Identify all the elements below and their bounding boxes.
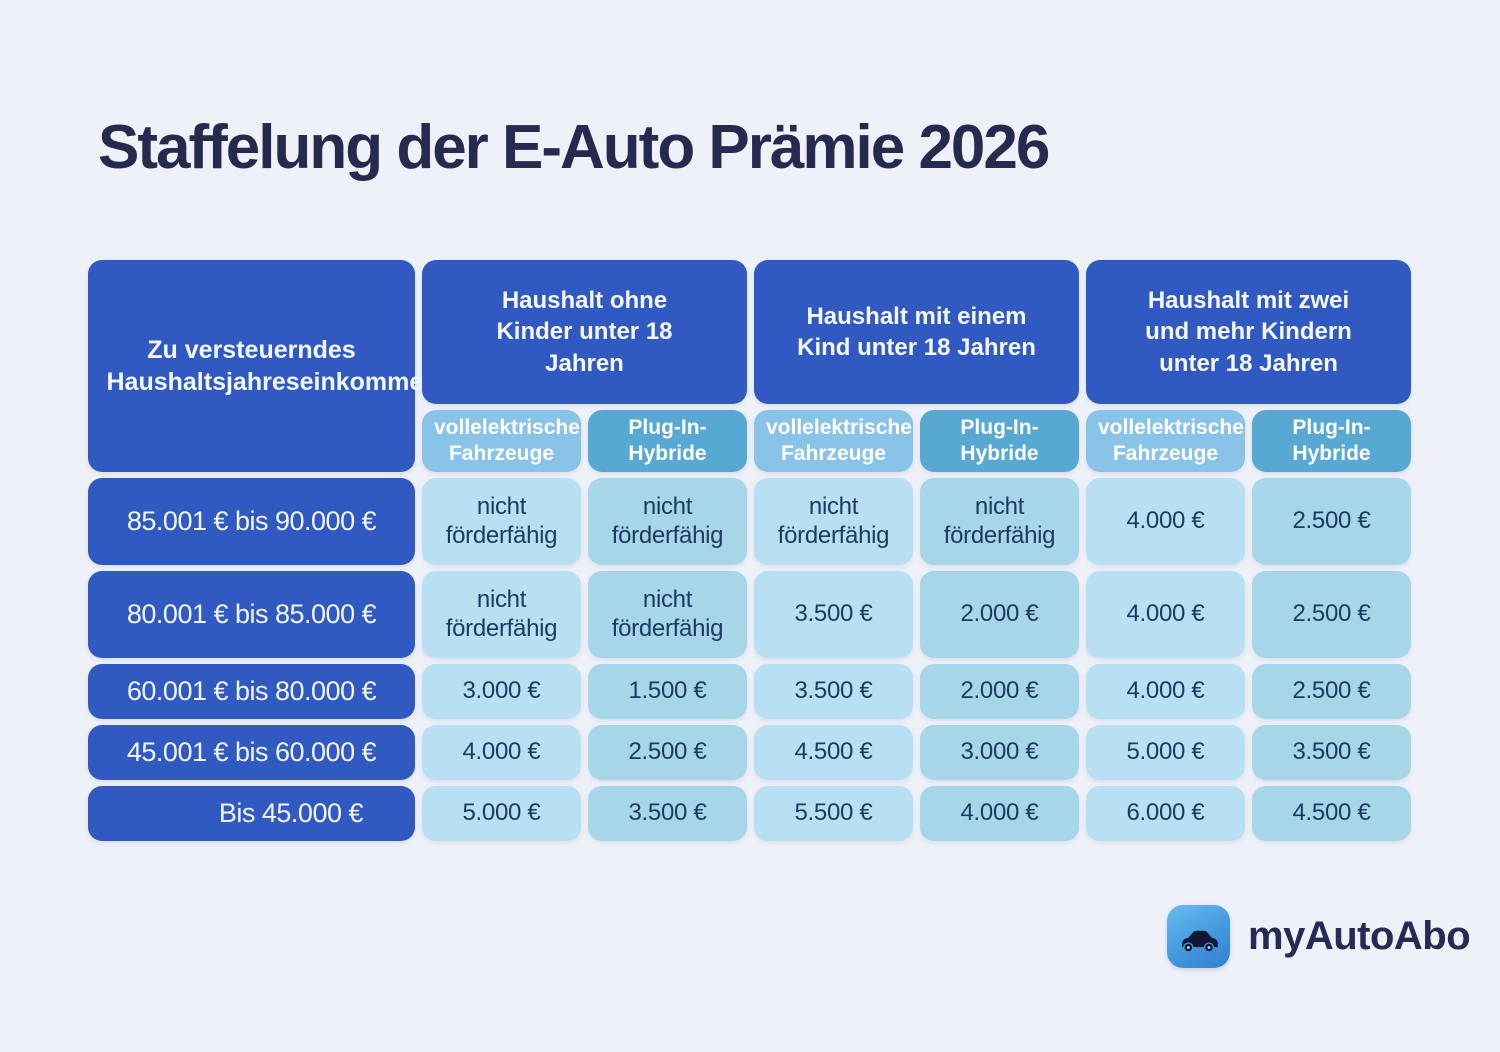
cell-value: nicht förderfähig xyxy=(611,585,724,642)
subheader-ev-group3: vollelektrische Fahrzeuge xyxy=(1086,410,1245,472)
table-cell: 2.500 € xyxy=(1252,478,1411,565)
cell-value: nicht förderfähig xyxy=(445,492,558,549)
subheader-phev-label: Plug-In-Hybride xyxy=(960,415,1039,465)
table-cell: 5.000 € xyxy=(1086,725,1245,780)
group-header-no-children: Haushalt ohne Kinder unter 18 Jahren xyxy=(422,260,747,404)
cell-value: 3.500 € xyxy=(794,600,873,628)
cell-value: 4.500 € xyxy=(794,738,873,766)
table-cell: 3.500 € xyxy=(588,786,747,841)
row-label-60001-80000: 60.001 € bis 80.000 € xyxy=(88,664,415,719)
table-cell: 2.000 € xyxy=(920,571,1079,658)
cell-value: 2.500 € xyxy=(628,738,707,766)
cell-value: 2.000 € xyxy=(960,677,1039,705)
cell-value: 6.000 € xyxy=(1126,799,1205,827)
subheader-ev-group1: vollelektrische Fahrzeuge xyxy=(422,410,581,472)
table-cell: 1.500 € xyxy=(588,664,747,719)
table-cell: 2.500 € xyxy=(1252,571,1411,658)
subheader-ev-label: vollelektrische Fahrzeuge xyxy=(434,415,580,465)
table-cell: 4.000 € xyxy=(1086,664,1245,719)
table-cell: 2.500 € xyxy=(1252,664,1411,719)
table-cell: 3.500 € xyxy=(1252,725,1411,780)
table-cell: 3.500 € xyxy=(754,664,913,719)
cell-value: 3.500 € xyxy=(794,677,873,705)
row-label-45001-60000: 45.001 € bis 60.000 € xyxy=(88,725,415,780)
row-label-80001-85000: 80.001 € bis 85.000 € xyxy=(88,571,415,658)
group-header-two-plus-children-label: Haushalt mit zwei und mehr Kindern unter… xyxy=(1145,287,1352,377)
premium-table: Zu versteuerndes Haushaltsjahreseinkomme… xyxy=(88,260,1411,841)
cell-value: 1.500 € xyxy=(628,677,707,705)
subheader-ev-group2: vollelektrische Fahrzeuge xyxy=(754,410,913,472)
car-icon xyxy=(1167,905,1230,968)
subheader-phev-label: Plug-In-Hybride xyxy=(628,415,707,465)
table-cell: nicht förderfähig xyxy=(920,478,1079,565)
table-cell: 3.500 € xyxy=(754,571,913,658)
table-cell: 5.000 € xyxy=(422,786,581,841)
table-cell: 4.000 € xyxy=(422,725,581,780)
subheader-phev-group2: Plug-In-Hybride xyxy=(920,410,1079,472)
cell-value: 5.000 € xyxy=(1126,738,1205,766)
cell-value: 4.000 € xyxy=(1126,677,1205,705)
cell-value: 5.000 € xyxy=(462,799,541,827)
group-header-two-plus-children: Haushalt mit zwei und mehr Kindern unter… xyxy=(1086,260,1411,404)
cell-value: 3.500 € xyxy=(628,799,707,827)
brand-logo: myAutoAbo xyxy=(1167,905,1471,968)
cell-value: 2.500 € xyxy=(1292,600,1371,628)
table-cell: nicht förderfähig xyxy=(588,478,747,565)
table-cell: 3.000 € xyxy=(920,725,1079,780)
cell-value: nicht förderfähig xyxy=(611,492,724,549)
row-label-bis-45000: Bis 45.000 € xyxy=(88,786,415,841)
table-cell: 4.000 € xyxy=(1086,571,1245,658)
page-title: Staffelung der E-Auto Prämie 2026 xyxy=(98,113,1050,182)
table-cell: 6.000 € xyxy=(1086,786,1245,841)
cell-value: 2.000 € xyxy=(960,600,1039,628)
subheader-phev-label: Plug-In-Hybride xyxy=(1292,415,1371,465)
income-column-header: Zu versteuerndes Haushaltsjahreseinkomme… xyxy=(88,260,439,472)
income-column-header-label: Zu versteuerndes Haushaltsjahreseinkomme… xyxy=(106,335,439,397)
cell-value: 3.500 € xyxy=(1292,738,1371,766)
cell-value: 5.500 € xyxy=(794,799,873,827)
cell-value: nicht förderfähig xyxy=(445,585,558,642)
table-cell: 2.000 € xyxy=(920,664,1079,719)
table-cell: nicht förderfähig xyxy=(422,478,581,565)
table-cell: 5.500 € xyxy=(754,786,913,841)
table-cell: 4.000 € xyxy=(1086,478,1245,565)
cell-value: 3.000 € xyxy=(960,738,1039,766)
table-cell: 4.500 € xyxy=(1252,786,1411,841)
brand-logo-text: myAutoAbo xyxy=(1248,914,1471,958)
cell-value: 4.500 € xyxy=(1292,799,1371,827)
cell-value: 4.000 € xyxy=(1126,507,1205,535)
table-cell: 2.500 € xyxy=(588,725,747,780)
cell-value: nicht förderfähig xyxy=(777,492,890,549)
table-cell: nicht förderfähig xyxy=(422,571,581,658)
cell-value: nicht förderfähig xyxy=(943,492,1056,549)
table-cell: 4.500 € xyxy=(754,725,913,780)
table-cell: nicht förderfähig xyxy=(754,478,913,565)
subheader-ev-label: vollelektrische Fahrzeuge xyxy=(1098,415,1244,465)
subheader-phev-group3: Plug-In-Hybride xyxy=(1252,410,1411,472)
cell-value: 2.500 € xyxy=(1292,677,1371,705)
table-cell: nicht förderfähig xyxy=(588,571,747,658)
cell-value: 4.000 € xyxy=(960,799,1039,827)
subheader-phev-group1: Plug-In-Hybride xyxy=(588,410,747,472)
cell-value: 4.000 € xyxy=(1126,600,1205,628)
subheader-ev-label: vollelektrische Fahrzeuge xyxy=(766,415,912,465)
cell-value: 3.000 € xyxy=(462,677,541,705)
row-label-85001-90000: 85.001 € bis 90.000 € xyxy=(88,478,415,565)
table-cell: 3.000 € xyxy=(422,664,581,719)
group-header-one-child-label: Haushalt mit einem Kind unter 18 Jahren xyxy=(797,302,1036,361)
cell-value: 2.500 € xyxy=(1292,507,1371,535)
group-header-no-children-label: Haushalt ohne Kinder unter 18 Jahren xyxy=(496,287,673,377)
table-cell: 4.000 € xyxy=(920,786,1079,841)
group-header-one-child: Haushalt mit einem Kind unter 18 Jahren xyxy=(754,260,1079,404)
cell-value: 4.000 € xyxy=(462,738,541,766)
